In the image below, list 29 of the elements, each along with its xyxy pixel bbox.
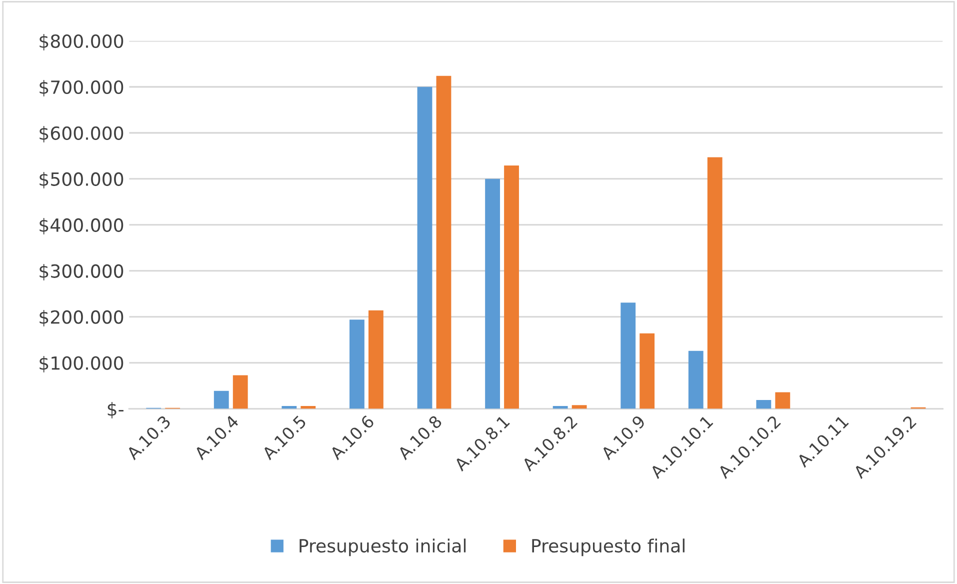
legend-label: Presupuesto inicial [300,538,466,556]
y-tick-label: $100.000 [40,356,124,372]
bar [688,350,704,409]
y-tick-label: $300.000 [40,264,124,280]
y-tick-label: $500.000 [40,172,124,188]
bar [640,333,655,409]
y-tick-label: $800.000 [40,34,124,50]
legend-label: Presupuesto final [532,538,684,556]
bar [620,302,636,409]
bar [485,178,500,409]
bar [282,406,297,409]
bar [300,406,316,409]
bar [707,157,722,409]
bar [504,166,519,409]
bar [350,320,364,409]
bar [756,400,772,409]
bar [417,86,432,409]
y-tick-label: $400.000 [40,218,124,234]
bar [552,406,568,409]
bar [214,390,229,409]
bar [368,310,384,409]
y-tick-label: $- [108,402,124,418]
y-tick-label: $700.000 [40,80,124,96]
bar [572,405,587,409]
bar [775,392,790,409]
bar [436,76,452,409]
bar [232,375,248,409]
y-tick-label: $600.000 [40,126,124,142]
y-tick-label: $200.000 [40,310,124,326]
